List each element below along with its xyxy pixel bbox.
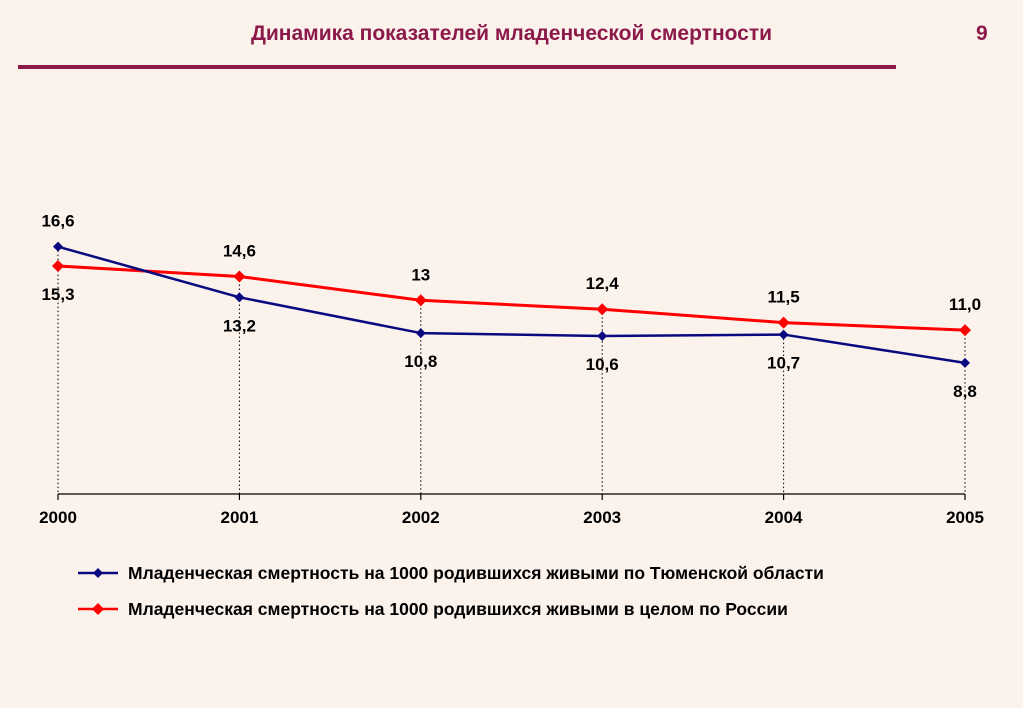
data-label: 10,7 bbox=[767, 354, 800, 373]
data-label: 14,6 bbox=[223, 241, 256, 260]
data-point-marker bbox=[597, 331, 608, 342]
data-point-marker bbox=[415, 328, 426, 339]
series-line bbox=[57, 264, 966, 332]
data-point-marker bbox=[233, 270, 246, 283]
x-tick-label: 2005 bbox=[946, 508, 984, 527]
series-line bbox=[57, 245, 966, 365]
slide-title: Динамика показателей младенческой смертн… bbox=[250, 22, 773, 45]
legend-item-tyumen: Младенческая смертность на 1000 родивших… bbox=[78, 560, 824, 586]
legend-swatch-russia bbox=[78, 603, 118, 615]
legend-item-russia: Младенческая смертность на 1000 родивших… bbox=[78, 596, 824, 622]
data-label: 11,0 bbox=[949, 295, 981, 314]
data-label: 13 bbox=[411, 265, 430, 284]
data-point-marker bbox=[52, 260, 64, 273]
data-label: 10,6 bbox=[586, 355, 619, 374]
x-tick-label: 2003 bbox=[583, 508, 621, 527]
data-point-marker bbox=[959, 324, 971, 337]
title-divider bbox=[18, 65, 896, 69]
data-label: 13,2 bbox=[223, 316, 256, 335]
x-tick-label: 2000 bbox=[39, 508, 77, 527]
x-tick-label: 2002 bbox=[402, 508, 440, 527]
page-number: 9 bbox=[976, 22, 988, 45]
data-point-marker bbox=[234, 292, 245, 303]
data-point-marker bbox=[414, 294, 427, 307]
x-tick-label: 2001 bbox=[220, 508, 258, 527]
data-label: 12,4 bbox=[586, 274, 620, 293]
data-point-marker bbox=[596, 303, 609, 316]
data-label: 15,3 bbox=[41, 285, 74, 304]
x-tick-label: 2004 bbox=[765, 508, 803, 527]
data-point-marker bbox=[960, 357, 970, 368]
data-point-marker bbox=[53, 241, 63, 252]
legend-label-russia: Младенческая смертность на 1000 родивших… bbox=[128, 598, 788, 619]
data-label: 11,5 bbox=[768, 288, 800, 307]
data-label: 16,6 bbox=[41, 212, 74, 231]
chart-legend: Младенческая смертность на 1000 родивших… bbox=[78, 560, 824, 632]
data-point-marker bbox=[778, 329, 789, 340]
data-label: 8,8 bbox=[953, 382, 977, 401]
data-point-marker bbox=[777, 316, 790, 329]
legend-swatch-tyumen bbox=[78, 568, 118, 578]
data-label: 10,8 bbox=[404, 352, 437, 371]
legend-label-tyumen: Младенческая смертность на 1000 родивших… bbox=[128, 562, 824, 583]
